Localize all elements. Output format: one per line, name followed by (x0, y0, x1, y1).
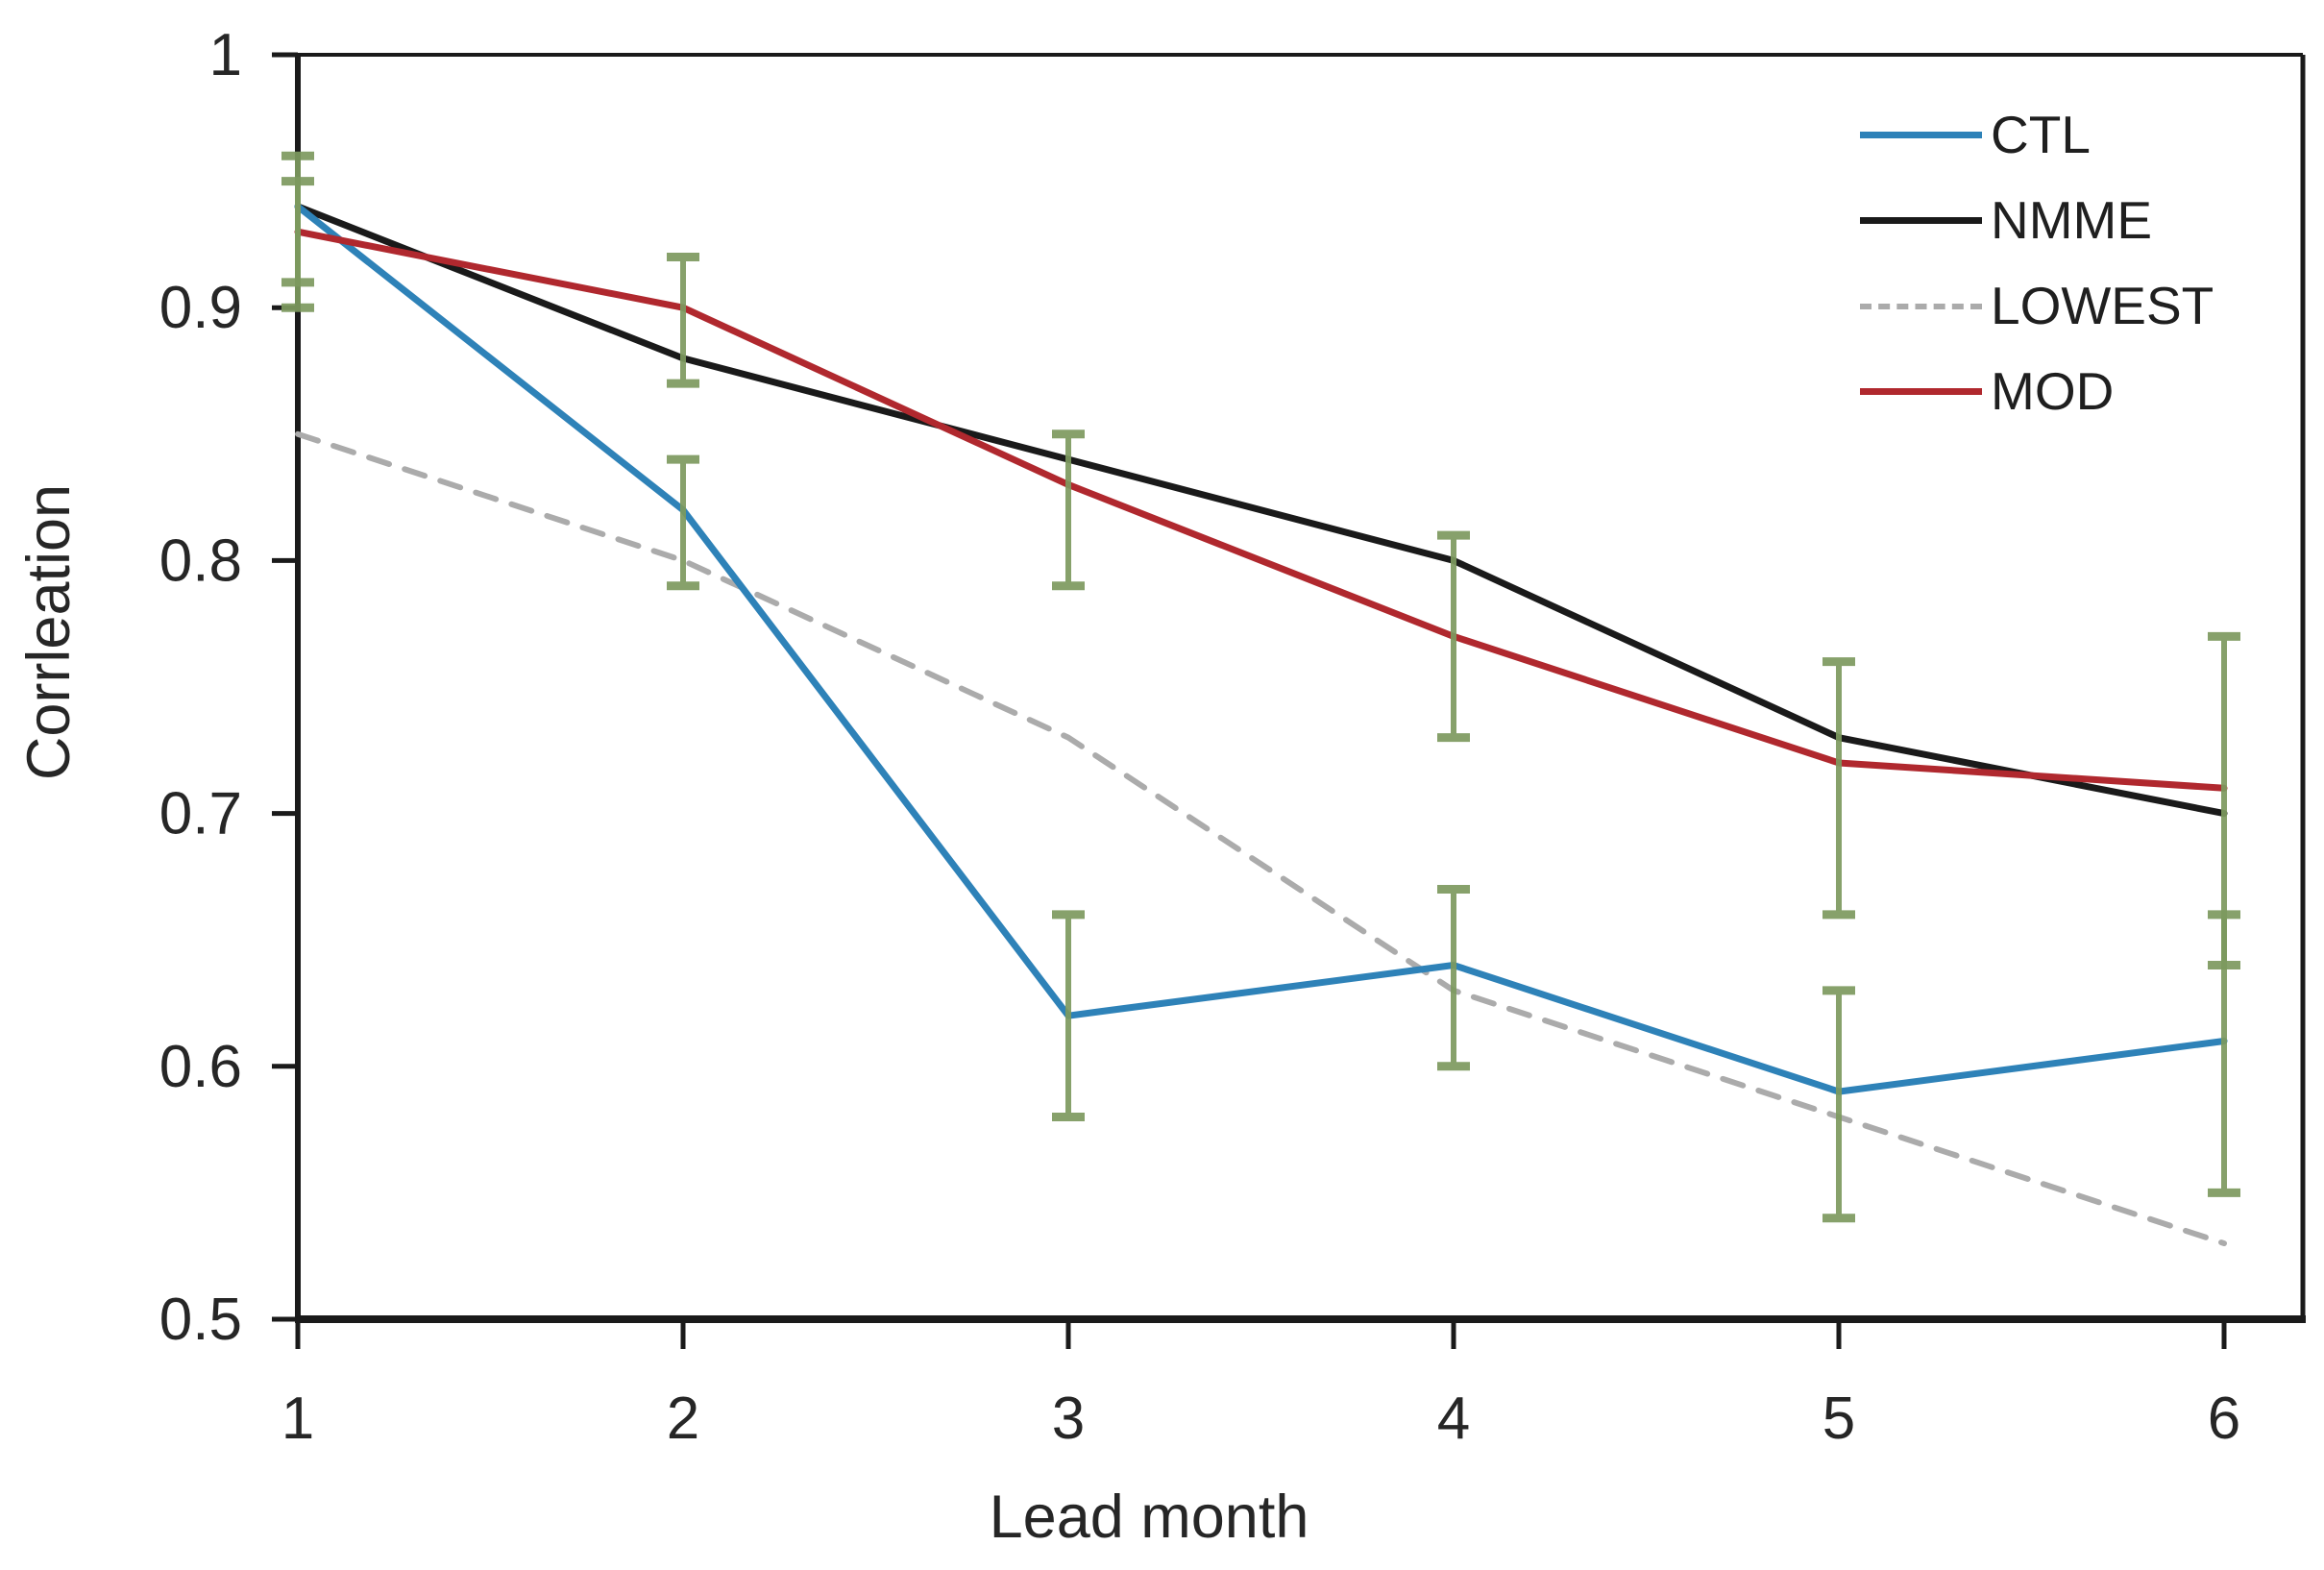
legend: CTL NMME LOWEST MOD (1860, 92, 2214, 434)
y-tick-label: 0.6 (159, 1034, 242, 1100)
lowest-line-swatch (1860, 303, 1982, 309)
error-bar (1052, 910, 1085, 1121)
series-line-lowest (295, 430, 2227, 1247)
error-bar (2208, 910, 2240, 1197)
y-tick-label: 0.8 (159, 527, 242, 594)
legend-label-nmme: NMME (1991, 190, 2153, 250)
x-tick-label: 2 (667, 1386, 699, 1452)
legend-label-lowest: LOWEST (1991, 276, 2214, 335)
y-tick-label: 0.5 (159, 1287, 242, 1353)
error-bars (281, 151, 2240, 1223)
error-bar (1437, 530, 1470, 743)
series-line-ctl (294, 203, 2228, 1095)
y-tick-label: 1 (209, 22, 242, 88)
error-bar (667, 253, 699, 388)
x-tick-label: 5 (1823, 1386, 1855, 1452)
legend-item-nmme: NMME (1860, 178, 2214, 263)
series-line-nmme (294, 203, 2228, 818)
legend-label-ctl: CTL (1991, 105, 2091, 164)
y-axis-title: Corrleation (15, 484, 83, 780)
legend-item-lowest: LOWEST (1860, 263, 2214, 349)
series-line-mod (294, 228, 2228, 792)
legend-label-mod: MOD (1991, 361, 2115, 421)
error-bar (281, 177, 314, 312)
x-tick-label: 6 (2208, 1386, 2240, 1452)
error-bar (1052, 429, 1085, 591)
nmme-line-swatch (1860, 217, 1982, 224)
y-tick-label: 0.9 (159, 275, 242, 341)
series-lines (294, 203, 2228, 1247)
error-bar (667, 454, 699, 591)
x-tick-label: 3 (1052, 1386, 1085, 1452)
legend-item-mod: MOD (1860, 349, 2214, 434)
tick-labels: 1 0.9 0.8 0.7 0.6 0.5 1 2 3 4 5 6 (159, 22, 2240, 1452)
plot-frame (295, 53, 2306, 1323)
mod-line-swatch (1860, 388, 1982, 395)
x-tick-label: 4 (1437, 1386, 1470, 1452)
x-tick-label: 1 (281, 1386, 314, 1452)
error-bar (1823, 986, 1855, 1223)
error-bar (1823, 657, 1855, 920)
x-axis-title: Lead month (990, 1484, 1309, 1551)
legend-item-ctl: CTL (1860, 92, 2214, 178)
y-tick-label: 0.7 (159, 781, 242, 847)
error-bar (1437, 885, 1470, 1071)
ctl-line-swatch (1860, 132, 1982, 138)
